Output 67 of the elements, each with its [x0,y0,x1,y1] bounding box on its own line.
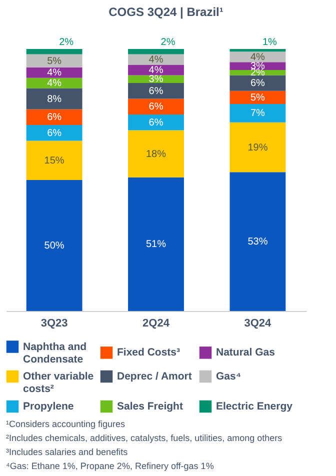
bar [26,67,82,78]
bar [128,83,184,99]
bar [230,90,286,104]
data-label: 2% [59,37,74,48]
bar [128,64,184,76]
bar [26,124,82,141]
data-label: 15% [44,155,64,166]
bar [26,109,82,125]
data-label: 4% [148,54,164,66]
data-label: 51% [146,239,166,250]
data-label: 18% [146,148,166,160]
legend-label: Electric Energy [216,400,293,412]
bar [26,140,82,180]
bar [230,172,286,311]
bar [26,88,82,110]
data-label: 6% [250,78,266,90]
bar [128,54,184,65]
data-label: 53% [248,236,268,248]
legend-label: Other variable costs² [23,370,94,395]
bar [26,54,82,68]
bar [128,177,184,311]
bar [230,104,286,122]
data-label: 4% [148,64,164,76]
legend-label: Natural Gas [216,346,276,359]
data-label: 50% [44,240,64,252]
data-label: 2% [250,68,266,79]
data-label: 6% [47,112,62,124]
data-label: 4% [250,52,266,63]
data-label: 7% [250,108,266,120]
legend-label: Propylene [23,400,74,412]
data-label: 6% [148,86,164,97]
legend-label: Sales Freight [117,400,184,412]
bar [128,130,184,178]
bar [230,75,286,91]
bar [26,180,82,311]
text: ⁴Gas: Ethane 1%, Propane 2%, Refinery off-gas 1% [6,461,214,471]
text: ¹Considers accounting figures [6,419,126,429]
text: ²Includes chemicals, additives, catalysts, fuels, utilities, among others [6,433,283,443]
data-label: 3% [148,74,164,86]
data-label: 4% [47,78,62,90]
bar [230,52,286,62]
x-tick-label: 3Q23 [40,318,68,330]
data-label: 1% [262,37,278,48]
legend-label: Gas⁴ [216,370,242,382]
bar [230,122,286,172]
bar [230,49,286,52]
chart-title: COGS 3Q24 | Brazil¹ [108,5,224,19]
data-label: 6% [148,117,164,128]
legend-label: Deprec / Amort [117,370,192,382]
bar [26,49,82,54]
bar [26,78,82,88]
data-label: 5% [47,56,62,67]
bar [128,49,184,54]
data-label: 5% [250,92,266,104]
bar [128,114,184,130]
data-label: 2% [160,37,176,48]
x-tick-label: 3Q24 [244,318,272,330]
data-label: 4% [47,68,62,79]
data-label: 6% [148,102,164,113]
data-label: 19% [248,142,268,154]
legend-label: Fixed Costs³ [117,346,181,359]
text: ³Includes salaries and benefits [6,447,128,457]
legend-label: Naphtha and Condensate [23,340,87,366]
x-tick-label: 2Q24 [142,318,170,330]
data-label: 6% [47,128,62,139]
data-label: 8% [47,94,62,105]
bar [128,98,184,114]
